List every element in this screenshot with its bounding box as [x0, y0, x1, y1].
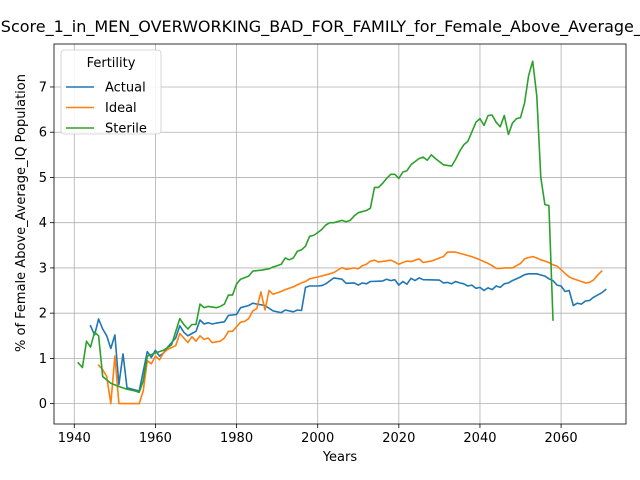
y-tick-label: 1: [39, 352, 47, 367]
y-tick-label: 6: [39, 126, 47, 141]
y-axis-ticks: 0 1 2 3 4 5 6 7: [39, 80, 54, 412]
legend-label-sterile: Sterile: [105, 122, 147, 137]
grid: [54, 44, 626, 424]
y-tick-label: 5: [39, 171, 47, 186]
legend-label-actual: Actual: [105, 81, 146, 96]
y-tick-label: 7: [39, 80, 47, 95]
x-tick-label: 1940: [58, 431, 91, 446]
x-axis-ticks: 1940 1960 1980 2000 2020 2040 2060: [58, 424, 578, 446]
x-tick-label: 1960: [139, 431, 172, 446]
x-tick-label: 2040: [463, 431, 496, 446]
y-tick-label: 0: [39, 397, 47, 412]
x-tick-label: 2060: [545, 431, 578, 446]
y-axis-label: % of Female Above_Average_IQ Population: [14, 74, 29, 352]
series-line-sterile: [77, 60, 554, 394]
y-tick-label: 4: [39, 216, 47, 231]
chart-title: Score_1_in_MEN_OVERWORKING_BAD_FOR_FAMIL…: [1, 17, 640, 37]
legend-box: [60, 49, 162, 135]
x-axis-label: Years: [322, 450, 358, 465]
plot-area-frame: [53, 43, 627, 425]
series-line-actual: [89, 273, 607, 392]
series-line-ideal: [97, 251, 603, 405]
x-tick-label: 1980: [220, 431, 253, 446]
x-tick-label: 2020: [382, 431, 415, 446]
legend-label-ideal: Ideal: [105, 101, 137, 116]
y-tick-label: 3: [39, 261, 47, 276]
legend-title: Fertility: [87, 56, 136, 71]
series-layer: [77, 60, 607, 405]
y-tick-label: 2: [39, 307, 47, 322]
x-tick-label: 2000: [301, 431, 334, 446]
legend: Fertility Actual Ideal Sterile: [60, 49, 162, 137]
